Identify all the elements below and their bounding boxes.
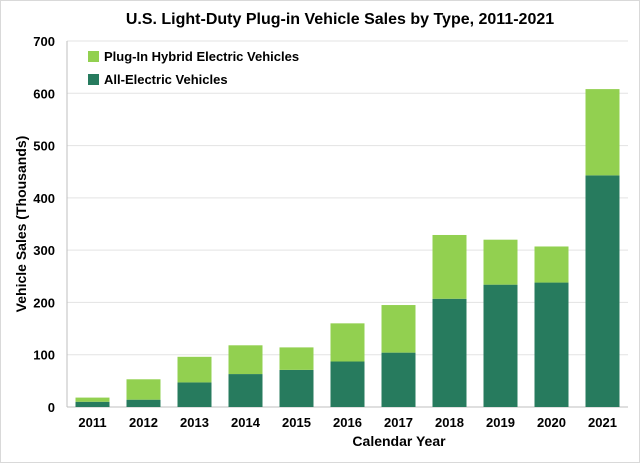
bar-all-electric [126,399,161,407]
x-tick-label: 2015 [282,415,311,430]
bar-all-electric [585,175,620,407]
bar-plug-in-hybrid [228,345,263,375]
bar-all-electric [177,382,212,407]
bar-plug-in-hybrid [585,89,620,176]
y-tick-label: 400 [33,191,55,206]
y-axis-label: Vehicle Sales (Thousands) [13,136,29,313]
x-tick-label: 2012 [129,415,158,430]
bar-plug-in-hybrid [381,305,416,353]
bar-all-electric [534,282,569,407]
bar-plug-in-hybrid [330,323,365,362]
x-tick-label: 2018 [435,415,464,430]
y-tick-label: 100 [33,348,55,363]
bar-plug-in-hybrid [534,246,569,283]
chart-title: U.S. Light-Duty Plug-in Vehicle Sales by… [126,11,554,28]
y-tick-label: 200 [33,295,55,310]
x-tick-label: 2019 [486,415,515,430]
bar-all-electric [75,401,110,407]
bar-all-electric [381,352,416,407]
y-tick-label: 600 [33,86,55,101]
legend-swatch [88,74,99,85]
x-tick-label: 2013 [180,415,209,430]
x-tick-label: 2014 [231,415,261,430]
bar-plug-in-hybrid [432,234,467,299]
x-axis-label: Calendar Year [352,433,446,449]
x-tick-label: 2011 [78,415,106,430]
y-tick-label: 0 [48,400,55,415]
legend-swatch [88,51,99,62]
bar-plug-in-hybrid [279,347,314,370]
bar-all-electric [279,369,314,407]
x-tick-label: 2021 [588,415,617,430]
x-tick-label: 2017 [384,415,413,430]
y-tick-label: 500 [33,139,55,154]
bar-plug-in-hybrid [177,356,212,383]
bar-all-electric [432,298,467,407]
bar-plug-in-hybrid [483,239,518,285]
y-tick-label: 700 [33,34,55,49]
y-tick-label: 300 [33,243,55,258]
x-tick-label: 2016 [333,415,362,430]
bar-all-electric [483,284,518,407]
x-tick-label: 2020 [537,415,566,430]
bar-all-electric [228,374,263,407]
bar-plug-in-hybrid [75,397,110,402]
bar-plug-in-hybrid [126,379,161,400]
legend-label: Plug-In Hybrid Electric Vehicles [104,49,299,64]
legend-label: All-Electric Vehicles [104,72,228,87]
bar-all-electric [330,361,365,407]
